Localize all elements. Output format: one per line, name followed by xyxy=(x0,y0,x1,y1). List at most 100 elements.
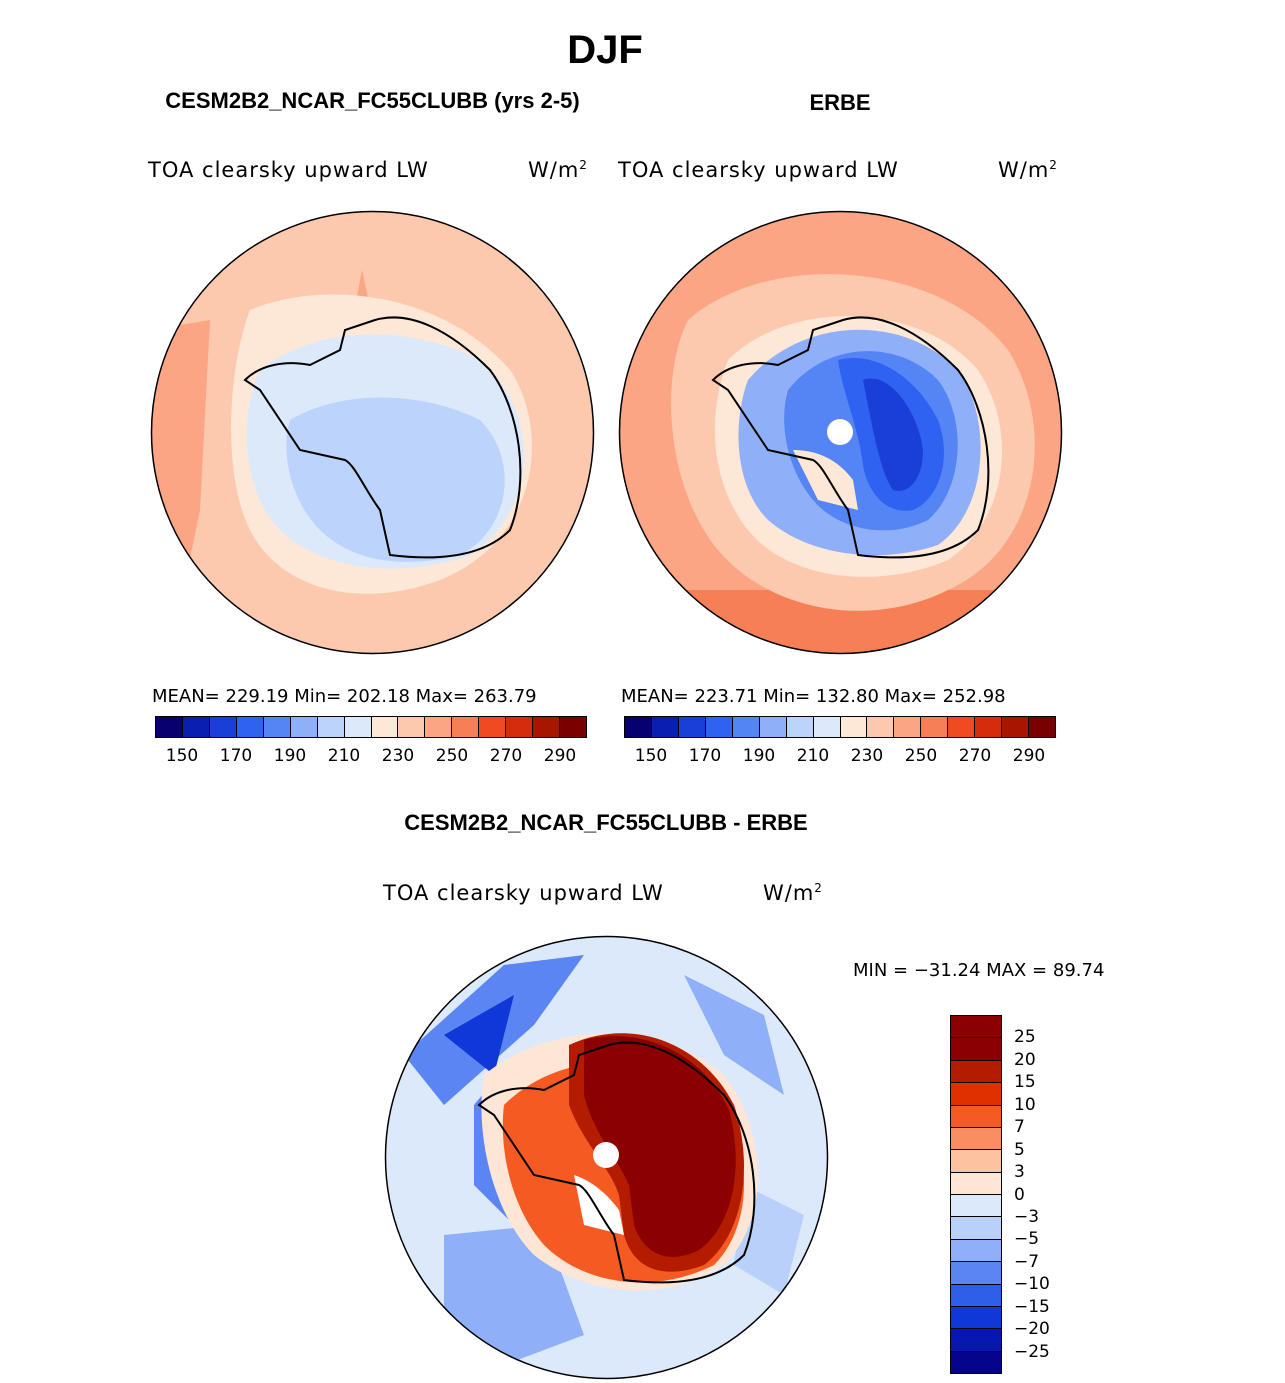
colorbar-tick-label: 270 xyxy=(958,746,992,766)
colorbar-swatch xyxy=(951,1351,1001,1373)
colorbar-swatch xyxy=(209,717,237,737)
colorbar-swatch xyxy=(398,717,426,737)
colorbar-tick-label: 190 xyxy=(742,746,776,766)
colorbar-swatch xyxy=(951,1150,1001,1173)
diff-stats: MIN = −31.24 MAX = 89.74 xyxy=(853,960,1105,981)
colorbar-swatch xyxy=(813,717,841,737)
colorbar-swatch xyxy=(705,717,733,737)
obs-colorbar: 150 170 190 210 230 250 270 290 xyxy=(624,716,1056,766)
colorbar-swatch xyxy=(951,1239,1001,1263)
obs-panel-title: ERBE xyxy=(809,90,871,115)
colorbar-tick-label: −25 xyxy=(1014,1341,1050,1362)
colorbar-swatch xyxy=(975,717,1003,737)
colorbar-swatch xyxy=(1029,717,1055,737)
diff-units-label: W/m2 xyxy=(763,881,823,905)
colorbar-tick-label: −10 xyxy=(1014,1274,1050,1295)
colorbar-swatch xyxy=(921,717,949,737)
obs-units-label: W/m2 xyxy=(998,158,1058,182)
model-colorbar: 150 170 190 210 230 250 270 290 xyxy=(155,716,587,766)
colorbar-swatch xyxy=(948,717,976,737)
colorbar-swatch xyxy=(156,717,183,737)
colorbar-tick-label: −3 xyxy=(1014,1206,1040,1227)
colorbar-swatch xyxy=(560,717,586,737)
obs-variable-label: TOA clearsky upward LW xyxy=(618,158,899,182)
colorbar-swatch xyxy=(263,717,291,737)
model-variable-label: TOA clearsky upward LW xyxy=(148,158,429,182)
colorbar-swatch xyxy=(894,717,922,737)
colorbar-swatch xyxy=(317,717,345,737)
colorbar-swatch xyxy=(951,1195,1001,1218)
diff-polar-map xyxy=(384,935,829,1380)
colorbar-swatch xyxy=(678,717,706,737)
colorbar-ticks: 150 170 190 210 230 250 270 290 xyxy=(155,738,587,766)
colorbar-swatch xyxy=(951,1016,1001,1039)
colorbar-swatch xyxy=(651,717,679,737)
colorbar-tick-label: 210 xyxy=(327,746,361,766)
diff-panel-title: CESM2B2_NCAR_FC55CLUBB - ERBE xyxy=(404,810,808,835)
diff-colorbar-ticks: 25 20 15 10 7 5 3 0 −3 −5 −7 −10 −15 −20 −25 xyxy=(1014,1015,1074,1374)
colorbar-tick-label: 250 xyxy=(904,746,938,766)
colorbar-tick-label: 290 xyxy=(543,746,577,766)
colorbar-swatch xyxy=(951,1329,1001,1352)
model-stats: MEAN= 229.19 Min= 202.18 Max= 263.79 xyxy=(152,686,537,707)
colorbar-swatch xyxy=(344,717,372,737)
season-title: DJF xyxy=(567,28,643,72)
colorbar-tick-label: 20 xyxy=(1014,1049,1036,1070)
colorbar-tick-label: 25 xyxy=(1014,1027,1036,1048)
colorbar-swatch xyxy=(786,717,814,737)
colorbar-tick-label: 170 xyxy=(219,746,253,766)
colorbar-swatch xyxy=(1002,717,1030,737)
colorbar-tick-label: 250 xyxy=(435,746,469,766)
colorbar-swatch xyxy=(840,717,868,737)
colorbar-swatch xyxy=(951,1172,1001,1195)
colorbar-swatch xyxy=(951,1127,1001,1151)
colorbar-swatch xyxy=(371,717,399,737)
colorbar-tick-label: 190 xyxy=(273,746,307,766)
colorbar-swatch xyxy=(867,717,895,737)
colorbar-tick-label: 290 xyxy=(1012,746,1046,766)
colorbar-swatch xyxy=(951,1306,1001,1330)
obs-stats: MEAN= 223.71 Min= 132.80 Max= 252.98 xyxy=(621,686,1006,707)
colorbar-swatch xyxy=(951,1038,1001,1061)
colorbar-tick-label: 270 xyxy=(489,746,523,766)
colorbar-swatch xyxy=(759,717,787,737)
colorbar-swatch xyxy=(425,717,453,737)
colorbar-swatch xyxy=(951,1105,1001,1128)
colorbar-tick-label: −7 xyxy=(1014,1251,1040,1272)
colorbar-swatch xyxy=(452,717,480,737)
colorbar-swatch xyxy=(951,1060,1001,1084)
colorbar-swatch xyxy=(951,1217,1001,1240)
colorbar-swatch xyxy=(479,717,507,737)
colorbar-swatch xyxy=(625,717,652,737)
colorbar-tick-label: −20 xyxy=(1014,1319,1050,1340)
colorbar-tick-label: 15 xyxy=(1014,1072,1036,1093)
colorbar-tick-label: 3 xyxy=(1014,1162,1025,1183)
colorbar-tick-label: 0 xyxy=(1014,1184,1025,1205)
model-polar-map xyxy=(150,210,595,655)
model-units-label: W/m2 xyxy=(528,158,588,182)
colorbar-tick-label: 7 xyxy=(1014,1117,1025,1138)
colorbar-swatch xyxy=(951,1083,1001,1106)
colorbar-swatch xyxy=(506,717,534,737)
obs-polar-map xyxy=(618,210,1063,655)
colorbar-tick-label: 5 xyxy=(1014,1139,1025,1160)
colorbar-tick-label: 230 xyxy=(850,746,884,766)
colorbar-tick-label: 210 xyxy=(796,746,830,766)
colorbar-swatches xyxy=(155,716,587,738)
colorbar-tick-label: 170 xyxy=(688,746,722,766)
model-panel-title: CESM2B2_NCAR_FC55CLUBB (yrs 2-5) xyxy=(165,88,580,113)
colorbar-swatch xyxy=(533,717,561,737)
diff-colorbar xyxy=(950,1015,1002,1374)
colorbar-tick-label: 150 xyxy=(165,746,199,766)
colorbar-tick-label: −15 xyxy=(1014,1296,1050,1317)
colorbar-tick-label: −5 xyxy=(1014,1229,1040,1250)
colorbar-swatch xyxy=(951,1262,1001,1285)
colorbar-swatch xyxy=(236,717,264,737)
colorbar-tick-label: 230 xyxy=(381,746,415,766)
colorbar-tick-label: 150 xyxy=(634,746,668,766)
diff-variable-label: TOA clearsky upward LW xyxy=(383,881,664,905)
colorbar-swatch xyxy=(290,717,318,737)
colorbar-ticks: 150 170 190 210 230 250 270 290 xyxy=(624,738,1056,766)
colorbar-tick-label: 10 xyxy=(1014,1094,1036,1115)
colorbar-swatches xyxy=(624,716,1056,738)
